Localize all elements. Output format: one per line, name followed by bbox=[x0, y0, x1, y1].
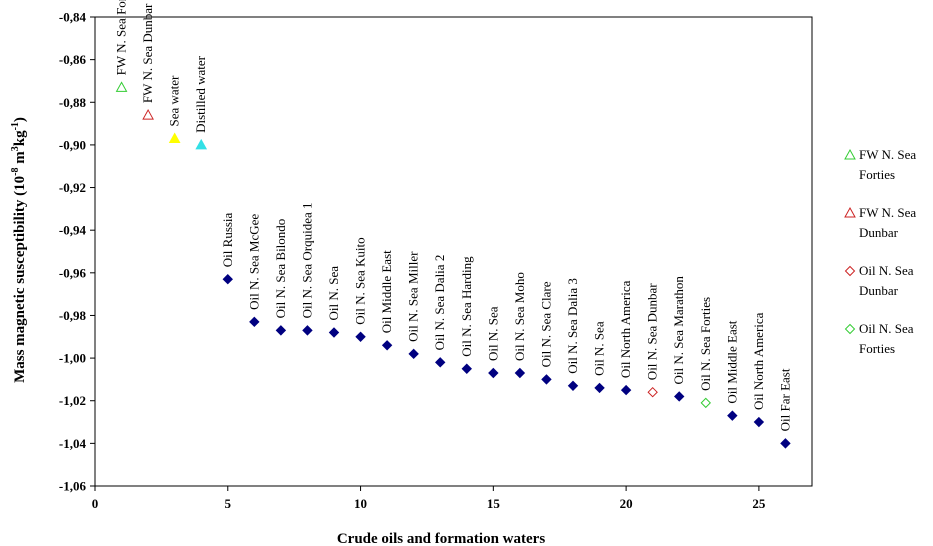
y-tick-label: -0,86 bbox=[59, 52, 87, 67]
point-label: Oil N. Sea bbox=[485, 306, 500, 361]
y-tick-label: -0,84 bbox=[59, 10, 87, 25]
x-tick-label: 5 bbox=[225, 496, 232, 511]
data-point bbox=[461, 363, 472, 374]
y-tick-label: -0,98 bbox=[59, 308, 87, 323]
x-tick-label: 20 bbox=[620, 496, 633, 511]
legend-label: FW N. Sea bbox=[859, 147, 916, 162]
x-tick-label: 0 bbox=[92, 496, 99, 511]
point-label: Oil North America bbox=[618, 280, 633, 378]
data-point bbox=[302, 325, 313, 336]
point-label: Oil N. Sea Dalia 2 bbox=[432, 255, 447, 351]
x-tick-label: 25 bbox=[752, 496, 766, 511]
point-label: Oil North America bbox=[751, 312, 766, 410]
y-axis-title: Mass magnetic susceptibility (10-8 m3kg-… bbox=[10, 117, 28, 383]
point-label: Oil N. Sea Harding bbox=[459, 256, 474, 357]
data-point bbox=[142, 109, 154, 120]
legend-marker bbox=[844, 206, 856, 218]
legend-label: Dunbar bbox=[859, 225, 899, 240]
legend-label: FW N. Sea bbox=[859, 205, 916, 220]
point-label: Oil N. Sea Marathon bbox=[671, 276, 686, 385]
legend-marker bbox=[844, 265, 856, 277]
point-label: Oil N. Sea Moho bbox=[512, 272, 527, 361]
point-labels: FW N. Sea Forties FW N. Sea Dunbar Sea wat… bbox=[114, 0, 793, 431]
y-tick-label: -0,92 bbox=[59, 180, 86, 195]
y-tick-label: -0,88 bbox=[59, 95, 87, 110]
point-label: Oil N. Sea Orquidea 1 bbox=[299, 202, 314, 318]
data-point bbox=[195, 138, 208, 150]
data-point bbox=[408, 348, 419, 360]
point-label: FW N. Sea Dunbar bbox=[140, 3, 155, 103]
legend-label: Dunbar bbox=[859, 283, 899, 298]
x-tick-label: 10 bbox=[354, 496, 367, 511]
data-point bbox=[355, 331, 366, 342]
y-tick-label: -0,90 bbox=[59, 137, 86, 152]
point-label: Sea water bbox=[167, 75, 182, 127]
legend-label: Oil N. Sea bbox=[859, 263, 914, 278]
data-point bbox=[328, 327, 340, 338]
y-tick-label: -0,96 bbox=[59, 265, 87, 280]
legend: FW N. Sea Forties FW N. Sea Dunbar Oil N. Se… bbox=[844, 147, 916, 356]
point-label: Oil N. Sea Clare bbox=[538, 281, 553, 367]
legend-marker bbox=[844, 323, 856, 335]
point-label: Oil N. Sea bbox=[592, 321, 607, 376]
point-label: Oil Far East bbox=[777, 368, 792, 431]
data-point bbox=[541, 374, 552, 385]
point-label: Oil Middle East bbox=[724, 320, 739, 403]
point-label: Distilled water bbox=[193, 55, 208, 133]
point-label: Oil N. Sea McGee bbox=[246, 214, 261, 310]
y-tick-label: -1,00 bbox=[59, 351, 86, 366]
data-point bbox=[727, 410, 738, 421]
data-point bbox=[753, 416, 765, 428]
legend-label: Forties bbox=[859, 167, 895, 182]
axes bbox=[90, 16, 813, 491]
legend-label: Forties bbox=[859, 341, 895, 356]
point-label: Oil N. Sea Kuito bbox=[353, 237, 368, 324]
data-point bbox=[674, 391, 685, 402]
point-label: Oil Middle East bbox=[379, 250, 394, 333]
data-point bbox=[435, 357, 446, 368]
data-point bbox=[620, 384, 632, 396]
data-point bbox=[488, 367, 499, 379]
data-point bbox=[168, 132, 181, 144]
data-point bbox=[647, 386, 658, 398]
point-label: Oil N. Sea Miller bbox=[406, 251, 421, 342]
point-label: Oil N. Sea Dunbar bbox=[645, 283, 660, 380]
data-point bbox=[222, 274, 233, 285]
legend-marker bbox=[844, 148, 856, 160]
data-point bbox=[700, 397, 711, 409]
point-label: Oil Russia bbox=[220, 212, 235, 267]
data-point bbox=[249, 316, 260, 328]
x-tick-label: 15 bbox=[487, 496, 501, 511]
point-label: Oil N. Sea Dalia 3 bbox=[565, 278, 580, 374]
y-tick-label: -1,04 bbox=[59, 436, 87, 451]
data-point bbox=[567, 380, 579, 392]
y-tick-label: -1,02 bbox=[59, 393, 86, 408]
legend-label: Oil N. Sea bbox=[859, 321, 914, 336]
data-point bbox=[594, 382, 605, 394]
point-label: FW N. Sea Forties bbox=[114, 0, 129, 75]
tick-labels: -0,84 -0,86 -0,88 -0,90 -0,92 -0,94 -0,96 -0,98… bbox=[59, 10, 766, 512]
data-point bbox=[381, 340, 393, 351]
data-points bbox=[115, 81, 791, 449]
data-point bbox=[514, 367, 526, 379]
point-label: Oil N. Sea Forties bbox=[698, 297, 713, 391]
data-point bbox=[780, 438, 791, 449]
y-tick-label: -1,06 bbox=[59, 479, 87, 494]
point-label: Oil N. Sea bbox=[326, 266, 341, 321]
plot-area-frame bbox=[94, 16, 813, 487]
y-tick-label: -0,94 bbox=[59, 223, 87, 238]
point-label: Oil N. Sea Bilondo bbox=[273, 219, 288, 319]
data-point bbox=[115, 81, 128, 92]
x-axis-title: Crude oils and formation waters bbox=[337, 531, 545, 546]
data-point bbox=[275, 325, 287, 336]
